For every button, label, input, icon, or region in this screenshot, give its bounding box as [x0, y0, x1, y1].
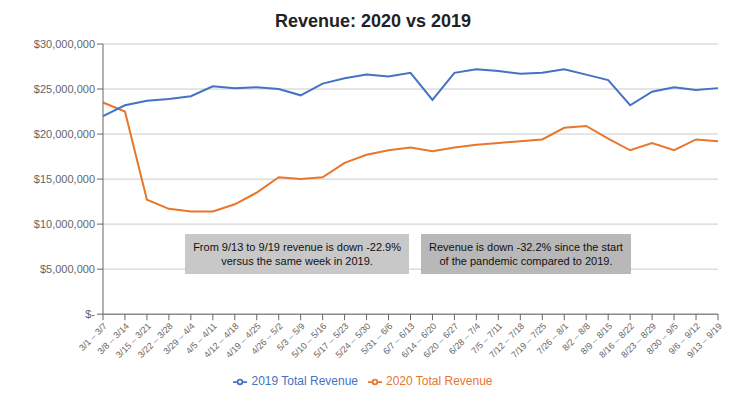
html-text:Revenue is down -32.2% since t: Revenue is down -32.2% since the start o… [429, 241, 623, 267]
html-text:2020 Total Revenue: 2020 Total Revenue [386, 374, 493, 389]
html-text:Revenue: 2020 vs 2019: Revenue: 2020 vs 2019 [274, 11, 472, 31]
svg-text:9/13 – 9/19: 9/13 – 9/19 [685, 321, 724, 360]
svg-text:3/8 – 3/14: 3/8 – 3/14 [95, 321, 131, 357]
svg-text:$10,000,000: $10,000,000 [34, 218, 95, 230]
svg-text:9/6 – 9/12: 9/6 – 9/12 [666, 321, 702, 357]
svg-text:7/12 – 7/18: 7/12 – 7/18 [487, 321, 527, 360]
svg-text:6/14 – 6/20: 6/14 – 6/20 [399, 321, 439, 360]
svg-text:7/19 – 7/25: 7/19 – 7/25 [509, 321, 549, 360]
svg-text:8/30 – 9/5: 8/30 – 9/5 [644, 321, 680, 357]
svg-text:$30,000,000: $30,000,000 [34, 38, 95, 50]
svg-text:7/5 – 7/11: 7/5 – 7/11 [469, 321, 505, 356]
svg-text:8/9 – 8/15: 8/9 – 8/15 [578, 321, 615, 357]
svg-text:3/15 – 3/21: 3/15 – 3/21 [113, 321, 153, 360]
html-text:2019 Total Revenue: 2019 Total Revenue [251, 374, 358, 389]
svg-text:8/23 – 8/29: 8/23 – 8/29 [619, 321, 658, 360]
svg-text:$25,000,000: $25,000,000 [34, 83, 95, 95]
svg-text:$20,000,000: $20,000,000 [34, 128, 95, 140]
svg-text:6/7 – 6/13: 6/7 – 6/13 [381, 321, 417, 357]
svg-text:5/17 – 5/23: 5/17 – 5/23 [311, 321, 351, 360]
svg-text:6/20 – 6/27: 6/20 – 6/27 [421, 321, 461, 360]
svg-text:5/3 – 5/9: 5/3 – 5/9 [274, 321, 307, 353]
svg-text:6/28 – 7/4: 6/28 – 7/4 [446, 321, 483, 357]
html-text:From 9/13 to 9/19 revenue is d: From 9/13 to 9/19 revenue is down -22.9%… [193, 241, 401, 267]
svg-text:4/26 – 5/2: 4/26 – 5/2 [249, 321, 285, 357]
svg-text:5/24 – 5/30: 5/24 – 5/30 [333, 321, 373, 360]
svg-text:4/5 – 4/11: 4/5 – 4/11 [183, 321, 219, 356]
svg-text:3/1 – 3/7: 3/1 – 3/7 [77, 321, 109, 353]
svg-text:7/26 – 8/1: 7/26 – 8/1 [534, 321, 571, 357]
svg-text:3/22 – 3/28: 3/22 – 3/28 [135, 321, 175, 360]
svg-text:5/10 – 5/16: 5/10 – 5/16 [289, 321, 329, 360]
svg-text:5/31 – 6/6: 5/31 – 6/6 [359, 321, 395, 357]
svg-text:3/29 – 4/4: 3/29 – 4/4 [161, 321, 197, 357]
svg-text:8/16 – 8/22: 8/16 – 8/22 [597, 321, 637, 360]
svg-text:8/2 – 8/8: 8/2 – 8/8 [560, 321, 593, 353]
svg-text:$5,000,000: $5,000,000 [40, 263, 95, 275]
svg-text:4/19 – 4/25: 4/19 – 4/25 [223, 321, 263, 360]
svg-text:$15,000,000: $15,000,000 [34, 173, 95, 185]
svg-text:4/12 – 4/18: 4/12 – 4/18 [201, 321, 241, 360]
svg-text:$-: $- [85, 308, 95, 320]
